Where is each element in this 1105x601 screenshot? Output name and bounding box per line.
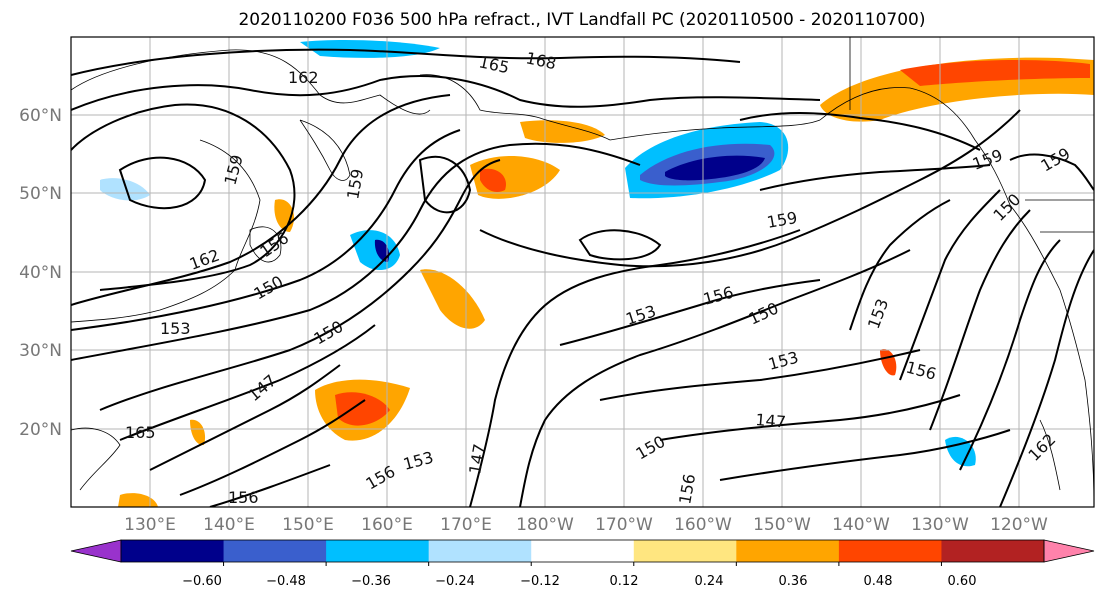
colorbar-tick-label: 0.12 bbox=[610, 574, 639, 589]
colorbar-segment bbox=[121, 540, 225, 562]
contour-label: 162 bbox=[288, 68, 319, 87]
lat-tick-label: 20°N bbox=[19, 420, 62, 440]
lat-tick-label: 30°N bbox=[19, 341, 62, 361]
colorbar-tick-label: 0.48 bbox=[864, 574, 893, 589]
negative-blob-east bbox=[945, 436, 976, 467]
lat-tick-label: 60°N bbox=[19, 106, 62, 126]
colorbar-tick-label: −0.12 bbox=[520, 574, 560, 589]
gridlines bbox=[71, 37, 1094, 507]
lon-tick-label: 120°W bbox=[990, 515, 1048, 535]
positive-core-kurils bbox=[480, 168, 506, 192]
contour-label: 165 bbox=[125, 423, 156, 442]
colorbar-tick-label: 0.24 bbox=[695, 574, 724, 589]
colorbar-segment bbox=[428, 540, 532, 562]
contour-label: 147 bbox=[755, 410, 787, 432]
positive-shading-midpac bbox=[420, 269, 485, 329]
lon-tick-label: 150°W bbox=[753, 515, 811, 535]
latitude-axis: 60°N 50°N 40°N 30°N 20°N bbox=[19, 106, 62, 440]
colorbar-tick-label: −0.24 bbox=[435, 574, 475, 589]
lon-tick-label: 160°W bbox=[674, 515, 732, 535]
map-title: 2020110200 F036 500 hPa refract., IVT La… bbox=[238, 10, 925, 30]
colorbar-segment bbox=[531, 540, 635, 562]
positive-core-subtropic bbox=[335, 392, 390, 426]
shaded-regions bbox=[100, 40, 1094, 507]
negative-blob-2 bbox=[374, 239, 390, 262]
contour-label: 153 bbox=[160, 319, 191, 338]
colorbar-segment bbox=[223, 540, 327, 562]
positive-shading-south bbox=[190, 419, 206, 446]
contour-label: 156 bbox=[228, 488, 259, 507]
lon-tick-label: 160°E bbox=[361, 515, 413, 535]
colorbar-extend-max bbox=[1043, 539, 1095, 563]
colorbar-outline bbox=[120, 539, 1045, 563]
lon-tick-label: 170°W bbox=[595, 515, 653, 535]
colorbar-tick-label: 0.36 bbox=[779, 574, 808, 589]
lon-tick-label: 140°W bbox=[832, 515, 890, 535]
colorbar: −0.60 −0.48 −0.36 −0.24 −0.12 0.12 0.24 … bbox=[70, 539, 1095, 589]
lon-tick-label: 130°W bbox=[911, 515, 969, 535]
colorbar-segment bbox=[326, 540, 430, 562]
colorbar-segment bbox=[838, 540, 942, 562]
positive-shading-pacific-nw bbox=[520, 120, 605, 143]
colorbar-tick-label: −0.60 bbox=[182, 574, 222, 589]
colorbar-tick-labels: −0.60 −0.48 −0.36 −0.24 −0.12 0.12 0.24 … bbox=[182, 574, 976, 589]
coastlines bbox=[71, 37, 1094, 507]
negative-blob-3 bbox=[100, 178, 150, 201]
lon-tick-label: 130°E bbox=[124, 515, 176, 535]
colorbar-segment bbox=[736, 540, 840, 562]
colorbar-tick-label: 0.60 bbox=[948, 574, 977, 589]
lat-tick-label: 50°N bbox=[19, 184, 62, 204]
colorbar-segment bbox=[633, 540, 737, 562]
lon-tick-label: 140°E bbox=[203, 515, 255, 535]
height-contours bbox=[71, 48, 1094, 507]
negative-darkcore-aleutian bbox=[665, 155, 765, 181]
map-content bbox=[71, 37, 1094, 507]
colorbar-extend-min bbox=[70, 539, 122, 563]
lat-tick-label: 40°N bbox=[19, 263, 62, 283]
map-border bbox=[70, 36, 1095, 508]
colorbar-tick-label: −0.36 bbox=[351, 574, 391, 589]
positive-core-alaska bbox=[900, 60, 1090, 86]
lon-tick-label: 150°E bbox=[282, 515, 334, 535]
lon-tick-label: 170°E bbox=[440, 515, 492, 535]
longitude-axis: 130°E 140°E 150°E 160°E 170°E 180°W 170°… bbox=[124, 515, 1048, 535]
colorbar-tick-label: −0.48 bbox=[266, 574, 306, 589]
colorbar-segments bbox=[70, 539, 1095, 566]
lon-tick-label: 180°W bbox=[516, 515, 574, 535]
positive-shading-sw bbox=[118, 493, 158, 507]
colorbar-segment bbox=[941, 540, 1045, 562]
